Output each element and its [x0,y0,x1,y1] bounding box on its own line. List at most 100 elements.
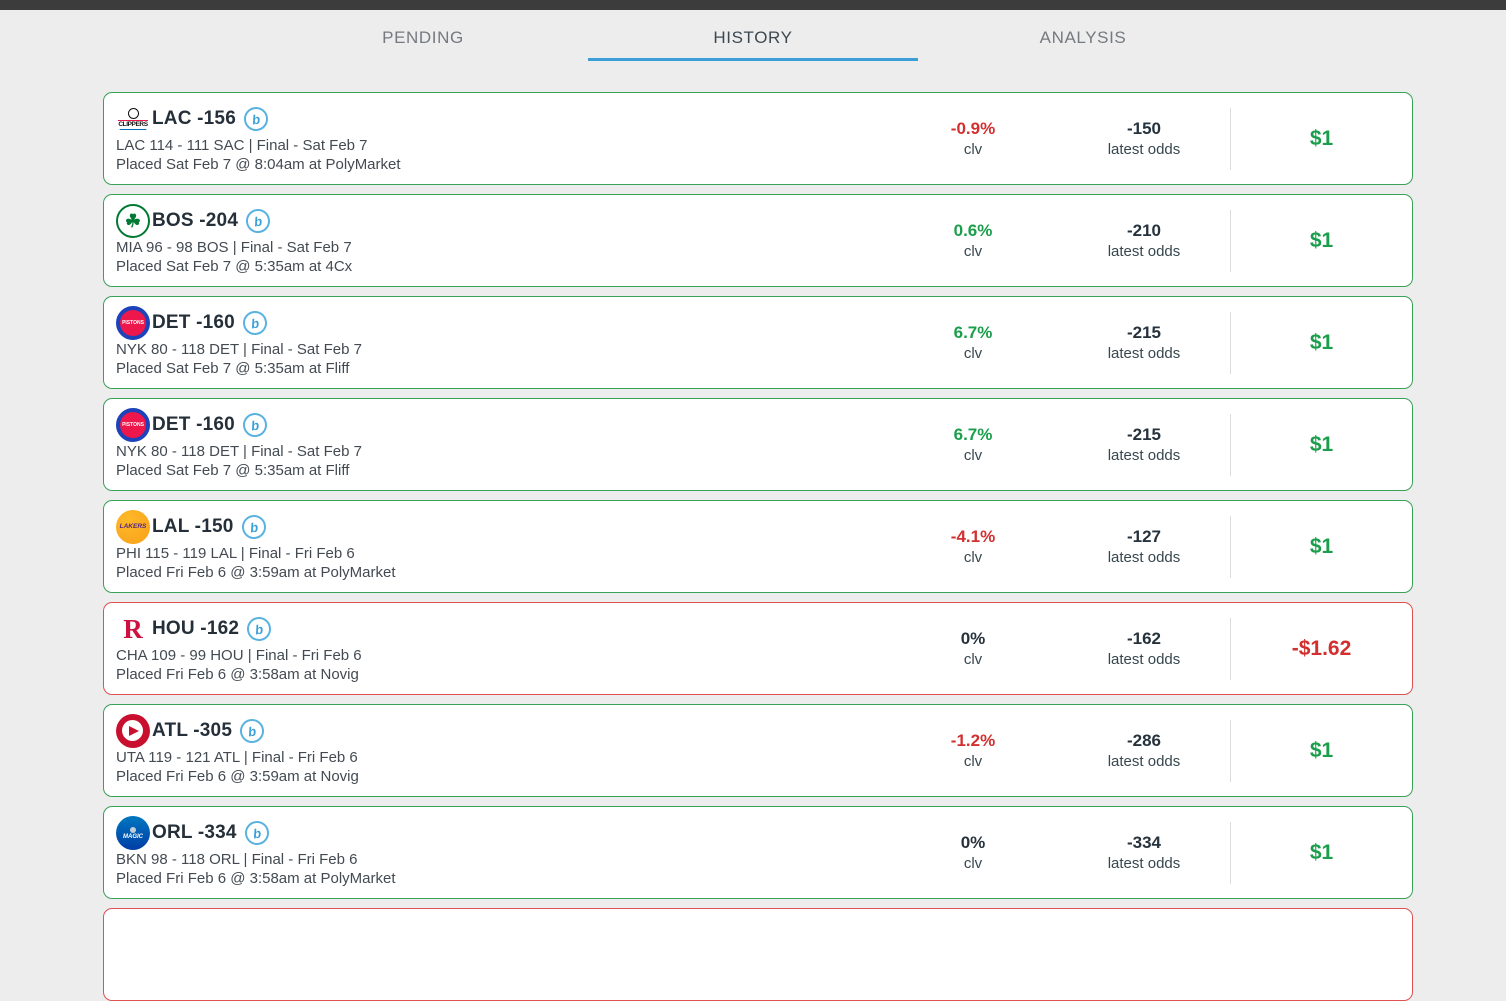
tab-pending[interactable]: PENDING [382,28,464,47]
bet-line-label: DET -160 [152,414,235,435]
odds-label: latest odds [1107,855,1181,872]
placed-line: Placed Fri Feb 6 @ 3:58am at PolyMarket [116,869,396,887]
score-line: PHI 115 - 119 LAL | Final - Fri Feb 6 [116,545,355,562]
clv-value: 6.7% [953,323,993,342]
stats-divider [1230,719,1231,782]
bet-stats: 0% clv -334 latest odds $1 [888,807,1412,898]
odds-label: latest odds [1107,549,1181,566]
clv-label: clv [963,855,983,872]
tab-history[interactable]: HISTORY [588,18,918,61]
bet-source-badge-icon[interactable]: b [242,105,270,133]
team-logo-icon: PISTONS [116,408,150,442]
clv-label: clv [963,447,983,464]
odds-value: -334 [1126,833,1162,852]
bet-card-partial[interactable] [103,908,1413,1001]
bet-info: ATL -305 b UTA 119 - 121 ATL | Final - F… [104,705,888,796]
score-line: NYK 80 - 118 DET | Final - Sat Feb 7 [116,443,362,460]
profit-stat: $1 [1231,739,1412,763]
bet-source-badge-icon[interactable]: b [241,309,269,337]
odds-value: -286 [1126,731,1162,750]
odds-label: latest odds [1107,651,1181,668]
bet-source-badge-icon[interactable]: b [243,819,271,847]
team-logo-icon: LAKERS [116,510,150,544]
team-logo-icon: MAGIC [116,816,150,850]
placed-line: Placed Fri Feb 6 @ 3:59am at Novig [116,767,359,785]
bet-card[interactable]: PISTONS DET -160 b NYK 80 - 118 DET | Fi… [103,296,1413,389]
bet-info: ☘ BOS -204 b MIA 96 - 98 BOS | Final - S… [104,195,888,286]
profit-value: $1 [1309,840,1334,864]
latest-odds-stat: -150 latest odds [1058,119,1230,158]
bet-line-label: LAL -150 [152,516,234,537]
bet-title-row: ATL -305 b [116,713,888,749]
bet-card[interactable]: MAGIC ORL -334 b BKN 98 - 118 ORL | Fina… [103,806,1413,899]
score-line: NYK 80 - 118 DET | Final - Sat Feb 7 [116,341,362,358]
bet-stats: -0.9% clv -150 latest odds $1 [888,93,1412,184]
bet-info: CLIPPERS LAC -156 b LAC 114 - 111 SAC | … [104,93,888,184]
placed-line: Placed Fri Feb 6 @ 3:59am at PolyMarket [116,563,396,581]
clv-value: 0% [960,833,986,852]
bet-card[interactable]: PISTONS DET -160 b NYK 80 - 118 DET | Fi… [103,398,1413,491]
bet-title-row: ☘ BOS -204 b [116,203,888,239]
top-dark-bar [0,0,1506,10]
team-logo-text: PISTONS [122,421,144,428]
bet-info: MAGIC ORL -334 b BKN 98 - 118 ORL | Fina… [104,807,888,898]
bet-title-row: CLIPPERS LAC -156 b [116,101,888,137]
stats-divider [1230,821,1231,884]
bet-source-badge-icon[interactable]: b [239,513,268,541]
bet-title-row: R HOU -162 b [116,611,888,647]
team-logo-icon [116,714,150,748]
bet-info: R HOU -162 b CHA 109 - 99 HOU | Final - … [104,603,888,694]
clv-label: clv [963,345,983,362]
odds-label: latest odds [1107,141,1181,158]
profit-value: $1 [1309,738,1334,762]
profit-stat: $1 [1231,841,1412,865]
bet-card[interactable]: CLIPPERS LAC -156 b LAC 114 - 111 SAC | … [103,92,1413,185]
bet-line-label: HOU -162 [152,618,240,639]
clv-value: -4.1% [950,527,996,546]
clv-value: 6.7% [953,425,993,444]
clv-stat: 6.7% clv [888,425,1058,464]
latest-odds-stat: -215 latest odds [1058,425,1230,464]
bet-card[interactable]: ☘ BOS -204 b MIA 96 - 98 BOS | Final - S… [103,194,1413,287]
bet-info: PISTONS DET -160 b NYK 80 - 118 DET | Fi… [104,399,888,490]
bet-stats: -4.1% clv -127 latest odds $1 [888,501,1412,592]
bet-line-label: LAC -156 [152,108,236,129]
odds-value: -127 [1126,527,1162,546]
bet-stats: 0% clv -162 latest odds -$1.62 [888,603,1412,694]
clv-value: -0.9% [950,119,996,138]
placed-line: Placed Sat Feb 7 @ 8:04am at PolyMarket [116,155,401,173]
bet-line-label: ATL -305 [152,720,233,741]
clv-label: clv [963,141,983,158]
odds-value: -215 [1126,425,1162,444]
profit-stat: -$1.62 [1231,637,1412,661]
bet-source-badge-icon[interactable]: b [244,207,272,235]
bet-source-badge-icon[interactable]: b [245,615,273,643]
clv-value: 0% [960,629,986,648]
bet-stats: 0.6% clv -210 latest odds $1 [888,195,1412,286]
stats-divider [1230,209,1231,272]
bet-stats: 6.7% clv -215 latest odds $1 [888,399,1412,490]
bet-card[interactable]: LAKERS LAL -150 b PHI 115 - 119 LAL | Fi… [103,500,1413,593]
tab-bar: PENDING HISTORY ANALYSIS [0,10,1506,61]
latest-odds-stat: -162 latest odds [1058,629,1230,668]
clv-label: clv [963,243,983,260]
odds-label: latest odds [1107,345,1181,362]
bet-line-label: DET -160 [152,312,235,333]
bet-source-badge-icon[interactable]: b [238,717,266,745]
profit-stat: $1 [1231,535,1412,559]
basketball-icon [127,107,139,119]
bet-line-label: ORL -334 [152,822,237,843]
bet-source-badge-icon[interactable]: b [241,411,269,439]
odds-label: latest odds [1107,753,1181,770]
bet-stats: -1.2% clv -286 latest odds $1 [888,705,1412,796]
score-line: MIA 96 - 98 BOS | Final - Sat Feb 7 [116,239,352,256]
score-line: CHA 109 - 99 HOU | Final - Fri Feb 6 [116,647,362,664]
stats-divider [1230,515,1231,578]
clv-stat: -4.1% clv [888,527,1058,566]
profit-stat: $1 [1231,331,1412,355]
tab-analysis[interactable]: ANALYSIS [1039,28,1127,47]
placed-line: Placed Fri Feb 6 @ 3:58am at Novig [116,665,359,683]
team-logo-text: ☘ [124,211,142,231]
bet-card[interactable]: ATL -305 b UTA 119 - 121 ATL | Final - F… [103,704,1413,797]
bet-card[interactable]: R HOU -162 b CHA 109 - 99 HOU | Final - … [103,602,1413,695]
